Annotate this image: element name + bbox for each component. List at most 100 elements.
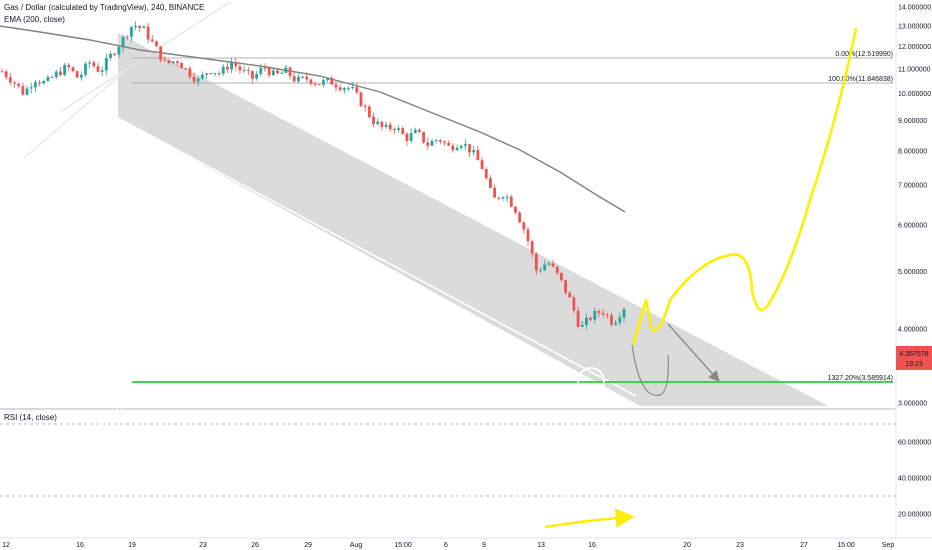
candle-body — [125, 36, 129, 38]
candle-body — [259, 67, 263, 74]
price-tick-label: 4.000000 — [898, 327, 927, 334]
time-tick-label: 29 — [304, 542, 312, 549]
yellow-projection — [631, 27, 858, 346]
candle-body — [213, 73, 217, 75]
candle-body — [117, 47, 121, 55]
candle-body — [171, 61, 175, 64]
candle-body — [622, 309, 626, 318]
candle-body — [334, 84, 338, 88]
time-tick-label: 16 — [76, 542, 84, 549]
candle-body — [175, 61, 179, 64]
time-tick-label: 27 — [800, 542, 808, 549]
candle-body — [309, 79, 313, 84]
candle-body — [317, 84, 321, 86]
candle-body — [472, 150, 476, 153]
price-axis[interactable]: 14.000000 13.000000 12.000000 11.000000 10.0… — [898, 5, 931, 408]
candle-body — [230, 62, 233, 70]
candle-body — [514, 206, 517, 213]
time-tick-label: 19 — [128, 542, 136, 549]
candle-body — [88, 62, 92, 64]
candle-body — [322, 80, 325, 85]
channel-upper-line — [117, 31, 831, 407]
candle-body — [71, 67, 75, 72]
candle-body — [618, 317, 622, 323]
rsi-axis: 60.000000 40.000000 20.000000 — [898, 440, 931, 519]
candle-body — [38, 82, 41, 84]
candle-body — [271, 70, 275, 76]
candle-body — [242, 70, 246, 72]
candle-body — [384, 124, 388, 127]
candle-body — [33, 82, 37, 88]
candle-body — [267, 68, 271, 76]
candle-body — [359, 92, 363, 107]
candle-body — [284, 67, 288, 73]
candle-body — [342, 88, 346, 91]
time-tick-label: 20 — [683, 542, 691, 549]
candle-body — [543, 264, 547, 271]
candle-body — [476, 150, 480, 161]
candle-body — [330, 77, 334, 85]
candle-body — [614, 322, 618, 325]
candle-body — [522, 222, 526, 230]
candle-body — [221, 66, 225, 74]
grey-projection-arrow — [667, 323, 720, 383]
candle-body — [367, 106, 371, 117]
candle-body — [113, 53, 117, 55]
candle-body — [355, 86, 359, 93]
candle-body — [296, 76, 300, 82]
candle-body — [184, 68, 188, 70]
candle-body — [29, 87, 33, 89]
price-tick-label: 14.000000 — [898, 5, 931, 12]
candle-body — [4, 71, 8, 78]
time-tick-label: 6 — [444, 542, 448, 549]
candle-body — [50, 77, 54, 79]
candle-body — [489, 178, 492, 188]
time-tick-label: Aug — [350, 542, 363, 549]
candle-body — [393, 129, 396, 131]
candle-body — [109, 53, 112, 59]
candle-body — [263, 67, 267, 69]
candle-body — [497, 197, 501, 199]
candle-body — [67, 65, 71, 68]
divergence-arrow — [544, 508, 635, 529]
time-tick-label: 15:00 — [394, 542, 412, 549]
candle-body — [150, 39, 154, 42]
candle-body — [196, 78, 200, 82]
candle-body — [418, 129, 421, 132]
candle-body — [585, 317, 588, 326]
candle-body — [459, 145, 463, 148]
candle-body — [526, 229, 530, 242]
candle-body — [42, 81, 46, 84]
candle-body — [205, 73, 208, 75]
candle-body — [155, 41, 158, 47]
candle-body — [443, 141, 446, 143]
candle-body — [0, 71, 4, 73]
candle-body — [100, 70, 104, 72]
candle-body — [572, 297, 576, 311]
time-axis[interactable]: 12 16 19 23 26 29 Aug 15:00 6 9 13 16 20 23 27 15:00 Sep — [2, 542, 894, 549]
rising-trendline-lower — [23, 64, 133, 159]
candle-body — [251, 71, 254, 79]
candle-body — [238, 66, 242, 71]
price-tick-label: 5.000000 — [898, 269, 927, 276]
candle-body — [8, 77, 12, 83]
candle-body — [380, 121, 384, 127]
rsi-tick-label: 20.000000 — [898, 512, 931, 519]
candle-body — [518, 212, 522, 223]
candle-body — [146, 26, 150, 40]
candle-body — [121, 36, 125, 48]
candle-series — [0, 21, 626, 330]
candle-body — [84, 63, 87, 75]
candle-body — [63, 65, 67, 75]
candle-body — [547, 263, 551, 265]
candle-body — [142, 26, 146, 29]
candle-body — [455, 147, 459, 151]
candle-body — [25, 88, 29, 95]
candle-body — [397, 128, 400, 130]
time-tick-label: Sep — [882, 542, 895, 549]
price-pane — [0, 0, 896, 408]
candle-body — [46, 77, 50, 82]
candle-body — [501, 197, 505, 199]
candle-body — [610, 315, 613, 325]
